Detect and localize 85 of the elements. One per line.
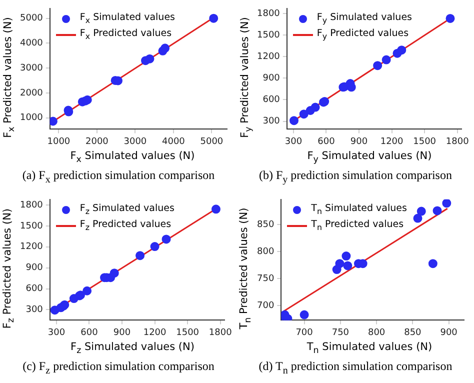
x-tick-label: 900 (113, 328, 131, 338)
x-tick-label: 2000 (86, 136, 109, 147)
point (342, 252, 351, 261)
y-tick-label: 4000 (20, 38, 44, 49)
y-tick-label: 300 (26, 305, 44, 316)
point (209, 14, 218, 23)
point (299, 110, 308, 119)
legend-label: F$_{x}$ Simulated values (80, 11, 175, 28)
legend-label: T$_{n}$ Simulated values (311, 202, 407, 218)
y-tick-label: 1800 (257, 8, 280, 19)
text: (d) T$_{n}$ prediction simulation comparison (258, 359, 454, 376)
x-tick-label: 700 (296, 328, 314, 338)
y-tick-label: 900 (262, 73, 280, 84)
point (397, 46, 406, 55)
x-axis-title: F$_{x}$ Simulated values (N) (69, 150, 196, 166)
point (162, 234, 171, 244)
y-tick-label: 1000 (20, 113, 44, 124)
point (428, 259, 438, 268)
x-tick-label: 600 (318, 136, 336, 147)
point (373, 61, 382, 70)
legend-label: F$_{y}$ Predicted values (316, 27, 409, 44)
y-tick-label: 850 (256, 220, 274, 230)
text: (b) F$_{y}$ prediction simulation comparison (258, 168, 453, 186)
point (310, 102, 320, 112)
y-tick-label: 1500 (20, 221, 44, 232)
legend-label: F$_{y}$ Simulated values (316, 11, 412, 28)
point (160, 44, 170, 53)
x-tick-label: 1500 (176, 328, 200, 338)
x-axis-title: F$_{y}$ Simulated values (N) (306, 150, 433, 166)
point (110, 268, 119, 278)
x-axis-title: F$_{z}$ Simulated values (N) (70, 341, 196, 356)
legend-label: F$_{z}$ Predicted values (80, 218, 172, 234)
y-tick-label: 700 (256, 300, 274, 311)
point (290, 116, 299, 126)
x-axis-title: T$_{n}$ Simulated values (N) (306, 341, 434, 356)
point (446, 14, 455, 23)
legend-label: T$_{n}$ Predicted values (311, 218, 404, 234)
y-tick-label: 1800 (20, 200, 44, 210)
y-tick-label: 900 (26, 263, 44, 274)
y-tick-label: 3000 (20, 63, 44, 74)
x-tick-label: 900 (350, 136, 368, 147)
point (300, 310, 309, 320)
y-tick-label: 750 (256, 274, 274, 284)
y-tick-label: 1500 (257, 30, 280, 40)
x-tick-label: 300 (284, 136, 302, 147)
legend-label: F$_{z}$ Simulated values (80, 202, 174, 218)
point (343, 261, 352, 270)
x-tick-label: 1500 (413, 136, 436, 147)
x-tick-label: 4000 (162, 136, 186, 147)
y-tick-label: 300 (262, 116, 280, 127)
point (150, 242, 160, 252)
point (335, 259, 344, 268)
point (211, 204, 220, 214)
x-tick-label: 1800 (446, 136, 470, 147)
y-tick-label: 2000 (20, 88, 44, 98)
text: (c) F$_{z}$ prediction simulation comparison (22, 359, 216, 376)
x-tick-label: 1000 (47, 136, 70, 147)
point (82, 286, 92, 296)
y-tick-label: 600 (26, 284, 44, 294)
point (50, 116, 58, 126)
point (382, 55, 391, 64)
point (413, 214, 422, 223)
x-tick-label: 300 (48, 328, 66, 338)
y-tick-label: 600 (262, 95, 280, 106)
x-tick-label: 3000 (124, 136, 147, 147)
point (136, 251, 145, 260)
x-tick-label: 800 (368, 328, 386, 338)
point (432, 206, 442, 216)
point (416, 206, 426, 216)
x-tick-label: 750 (332, 328, 350, 338)
x-tick-label: 5000 (200, 136, 224, 147)
x-tick-label: 900 (440, 328, 458, 338)
x-tick-label: 1200 (380, 136, 404, 147)
y-tick-label: 800 (256, 247, 274, 258)
y-tick-label: 5000 (20, 14, 44, 24)
x-tick-label: 1800 (208, 328, 232, 338)
legend-label: F$_{x}$ Predicted values (80, 27, 172, 44)
y-tick-label: 1200 (257, 52, 280, 62)
x-tick-label: 600 (80, 328, 98, 338)
x-tick-label: 850 (404, 328, 422, 338)
x-tick-label: 1200 (143, 328, 167, 338)
text: (a) F$_{x}$ prediction simulation comparison (21, 168, 216, 186)
point (145, 54, 154, 64)
point (442, 199, 452, 208)
y-tick-label: 1200 (20, 242, 44, 252)
